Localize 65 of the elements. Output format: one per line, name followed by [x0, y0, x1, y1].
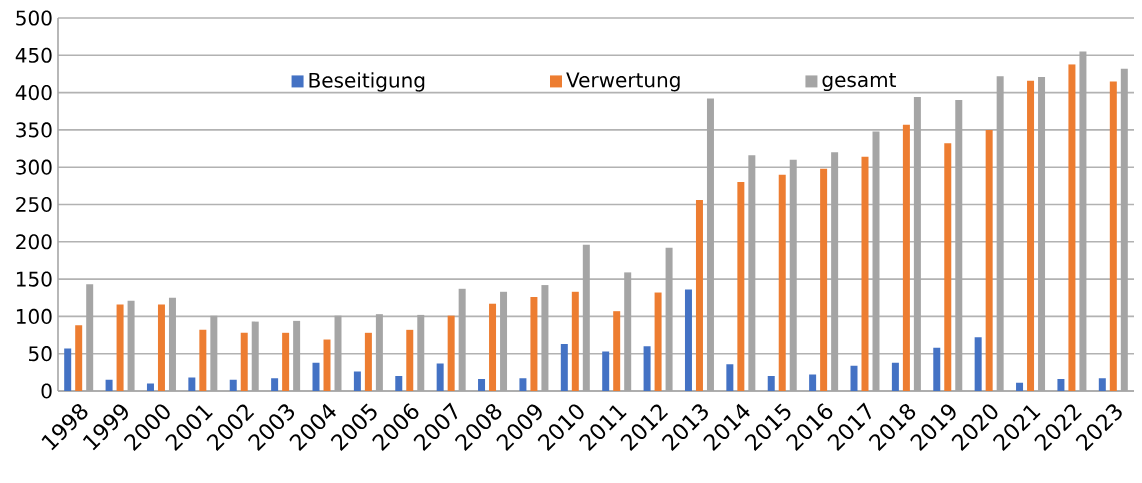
bar	[229, 379, 237, 391]
bar	[1098, 378, 1106, 391]
bar	[436, 363, 444, 391]
y-tick-label: 250	[16, 196, 52, 213]
bar	[146, 383, 154, 391]
y-tick-label: 150	[16, 271, 52, 287]
bar	[1068, 64, 1076, 391]
bar	[1027, 80, 1035, 391]
bar	[726, 364, 734, 391]
bar	[1109, 81, 1117, 391]
y-tick-label: 100	[16, 308, 52, 324]
bar	[271, 378, 279, 391]
bar	[530, 297, 538, 391]
y-tick-label: 350	[16, 122, 52, 138]
bar	[820, 168, 828, 391]
bar	[353, 371, 361, 391]
bar	[985, 129, 993, 391]
bar	[560, 344, 568, 391]
bar	[364, 332, 372, 391]
bar	[778, 174, 786, 391]
bar	[240, 332, 248, 391]
bar	[695, 200, 703, 391]
bar	[489, 303, 497, 391]
bar	[613, 311, 621, 391]
bar	[188, 377, 196, 391]
bar	[116, 304, 124, 391]
bar	[767, 376, 775, 391]
bar	[447, 315, 455, 391]
y-tick-label: 200	[16, 234, 52, 250]
bar	[157, 304, 165, 391]
bar	[643, 346, 651, 391]
bar	[891, 362, 899, 391]
legend-label: Verwertung	[566, 72, 680, 92]
bar	[199, 329, 207, 391]
legend-label: gesamt	[822, 72, 896, 92]
bar	[75, 325, 83, 391]
bar	[312, 362, 320, 391]
y-tick-label: 0	[41, 383, 52, 399]
bar	[395, 376, 403, 391]
bar	[861, 156, 869, 391]
bar	[1057, 379, 1065, 391]
bar	[974, 337, 982, 391]
y-tick-label: 450	[15, 47, 52, 63]
bar	[944, 143, 952, 391]
bar	[684, 289, 692, 391]
bar	[902, 124, 910, 391]
bar	[105, 379, 113, 391]
y-tick-label: 500	[16, 10, 52, 26]
bar	[850, 365, 858, 391]
bar	[737, 182, 745, 391]
bar	[933, 347, 941, 391]
bar	[64, 348, 72, 391]
y-tick-label: 300	[16, 159, 52, 175]
bar	[282, 332, 290, 391]
bar	[478, 379, 486, 391]
bar	[1016, 382, 1024, 391]
bar	[519, 378, 527, 391]
y-tick-label: 50	[29, 346, 52, 362]
bar	[406, 329, 414, 391]
bar	[571, 291, 579, 391]
bar	[654, 292, 662, 391]
y-tick-label: 400	[15, 85, 52, 101]
bar	[809, 374, 817, 391]
bar	[602, 351, 610, 391]
legend-label: Beseitigung	[309, 72, 425, 92]
